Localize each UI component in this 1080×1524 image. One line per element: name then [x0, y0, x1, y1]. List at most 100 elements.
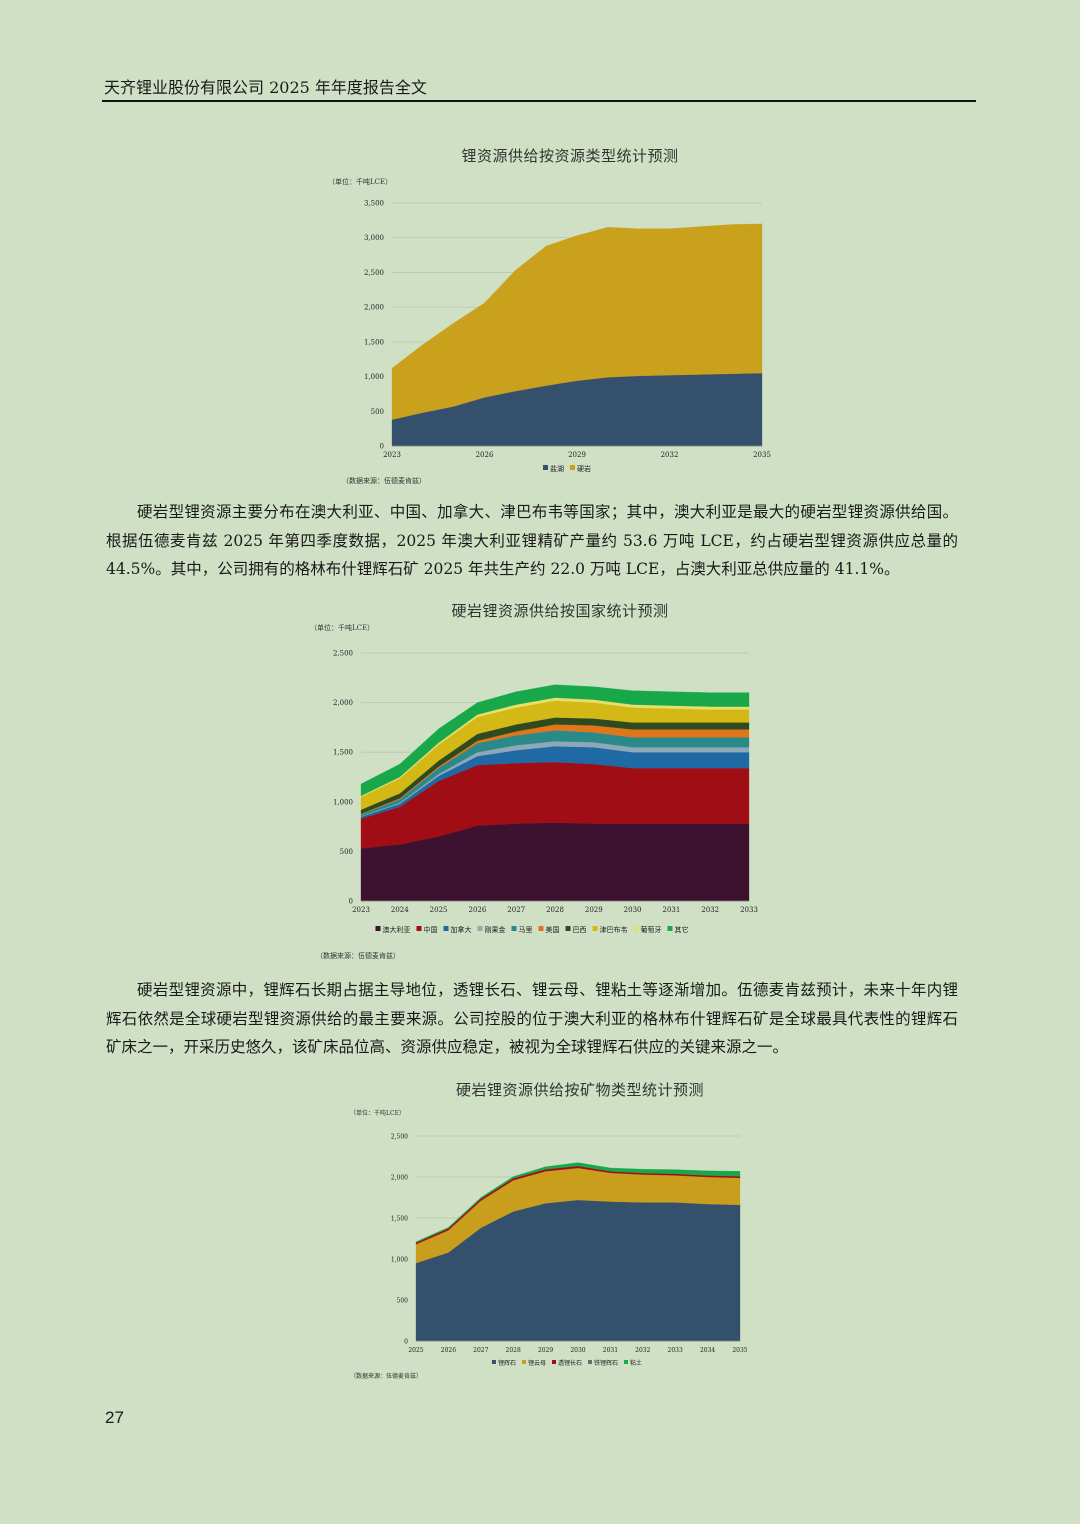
x-tick-label: 2025	[430, 906, 448, 914]
y-tick-label: 1,500	[391, 1216, 408, 1223]
legend-label: 马里	[519, 926, 533, 934]
y-tick-label: 2,500	[391, 1134, 408, 1141]
y-tick-label: 1,500	[364, 338, 384, 346]
page-number: 27	[105, 1408, 124, 1427]
legend-label: 加拿大	[451, 925, 472, 934]
x-tick-label: 2028	[546, 906, 564, 914]
x-tick-label: 2026	[468, 906, 486, 914]
legend-swatch	[375, 926, 381, 931]
legend-label: 刚果金	[485, 925, 506, 934]
x-tick-label: 2031	[603, 1347, 618, 1354]
source-note: （数据来源：伍德麦肯兹）	[316, 951, 400, 960]
legend-label: 巴西	[573, 926, 587, 934]
y-tick-label: 1,000	[333, 798, 353, 806]
header-divider	[102, 100, 976, 102]
legend-label: 津巴布韦	[600, 925, 628, 934]
y-tick-label: 500	[371, 408, 384, 416]
x-tick-label: 2026	[476, 451, 494, 459]
area-series	[415, 1162, 741, 1243]
legend-label: 盐湖	[550, 464, 564, 473]
unit-note: （单位：千吨LCE）	[350, 1109, 405, 1117]
y-tick-label: 3,500	[364, 200, 384, 208]
legend-label: 中国	[424, 925, 438, 934]
legend-swatch	[633, 926, 639, 931]
y-tick-label: 500	[340, 848, 353, 856]
source-note: （数据来源：伍德麦肯兹）	[342, 476, 426, 485]
x-tick-label: 2027	[507, 906, 525, 914]
unit-note: （单位：千吨LCE）	[310, 623, 374, 632]
legend-swatch	[624, 1360, 629, 1364]
x-tick-label: 2031	[662, 906, 680, 914]
legend-swatch	[551, 1360, 556, 1364]
legend-label: 葡萄牙	[641, 925, 662, 934]
x-tick-label: 2035	[732, 1347, 747, 1354]
x-tick-label: 2034	[700, 1347, 715, 1354]
unit-note: （单位：千吨LCE）	[328, 177, 392, 186]
area-series	[360, 684, 750, 797]
legend-swatch	[416, 926, 422, 931]
legend-label: 粘土	[630, 1359, 642, 1367]
legend-label: 澳大利亚	[383, 925, 411, 934]
legend-swatch	[588, 1360, 593, 1364]
x-tick-label: 2025	[408, 1347, 423, 1354]
source-note: （数据来源：伍德麦肯兹）	[350, 1372, 422, 1380]
chart-3-title: 硬岩锂资源供给按矿物类型统计预测	[455, 1081, 704, 1099]
x-tick-label: 2029	[585, 906, 603, 914]
legend-swatch	[521, 1360, 526, 1364]
legend-label: 美国	[546, 925, 560, 934]
x-tick-label: 2027	[473, 1347, 488, 1354]
legend-label: 铁锂辉石	[594, 1359, 618, 1367]
x-tick-label: 2032	[661, 451, 679, 459]
legend-label: 硬岩	[577, 464, 591, 473]
legend-swatch	[491, 1360, 496, 1364]
y-tick-label: 2,500	[364, 269, 384, 277]
chart-1-title: 锂资源供给按资源类型统计预测	[461, 147, 679, 165]
legend-swatch	[570, 465, 575, 470]
y-tick-label: 0	[404, 1339, 408, 1346]
x-tick-label: 2026	[441, 1347, 456, 1354]
report-header-title: 天齐锂业股份有限公司 2025 年年度报告全文	[104, 78, 427, 97]
y-tick-label: 2,000	[391, 1175, 408, 1182]
area-series	[391, 223, 763, 420]
x-tick-label: 2030	[570, 1347, 585, 1354]
x-tick-label: 2029	[568, 451, 586, 459]
x-tick-label: 2029	[538, 1347, 553, 1354]
x-tick-label: 2032	[701, 906, 719, 914]
legend-swatch	[443, 926, 449, 931]
x-tick-label: 2030	[624, 906, 642, 914]
x-tick-label: 2023	[352, 906, 370, 914]
y-tick-label: 2,500	[333, 650, 353, 658]
paragraph-1: 硬岩型锂资源主要分布在澳大利亚、中国、加拿大、津巴布韦等国家；其中，澳大利亚是最…	[106, 503, 958, 578]
x-tick-label: 2028	[506, 1347, 521, 1354]
legend-label: 其它	[675, 925, 689, 934]
x-tick-label: 2033	[740, 906, 758, 914]
legend-label: 锂云母	[528, 1359, 546, 1367]
paragraph-2: 硬岩型锂资源中，锂辉石长期占据主导地位，透锂长石、锂云母、锂粘土等逐渐增加。伍德…	[106, 981, 958, 1056]
legend-label: 锂辉石	[498, 1359, 516, 1367]
legend-swatch	[538, 926, 544, 931]
y-tick-label: 0	[380, 443, 384, 451]
chart-by-country: （单位：千吨LCE） 0 500 1,000 1,500 2,000 2,500 2023 20…	[310, 623, 758, 960]
legend-swatch	[565, 926, 571, 931]
x-tick-label: 2032	[635, 1347, 650, 1354]
y-tick-label: 2,000	[333, 699, 353, 707]
y-tick-label: 3,000	[364, 234, 384, 242]
legend-label: 透锂长石	[558, 1359, 582, 1367]
chart-resource-type: （单位：千吨LCE） 0 500 1,000 1,500 2,000 2,500 3,000 3…	[328, 177, 771, 485]
x-tick-label: 2024	[391, 906, 409, 914]
x-tick-label: 2023	[383, 451, 401, 459]
x-tick-label: 2035	[753, 451, 771, 459]
legend-swatch	[477, 926, 483, 931]
y-tick-label: 0	[349, 898, 353, 906]
y-tick-label: 1,500	[333, 749, 353, 757]
chart-2-title: 硬岩锂资源供给按国家统计预测	[451, 602, 669, 620]
y-tick-label: 500	[397, 1298, 409, 1305]
chart-by-mineral: （单位：千吨LCE） 0 500 1,000 1,500 2,000 2,500 2025 20…	[350, 1109, 748, 1380]
legend-swatch	[543, 465, 548, 470]
x-tick-label: 2033	[668, 1347, 683, 1354]
y-tick-label: 2,000	[364, 304, 384, 312]
legend-swatch	[592, 926, 598, 931]
legend-swatch	[511, 926, 517, 931]
y-tick-label: 1,000	[391, 1257, 408, 1264]
legend-swatch	[667, 926, 673, 931]
